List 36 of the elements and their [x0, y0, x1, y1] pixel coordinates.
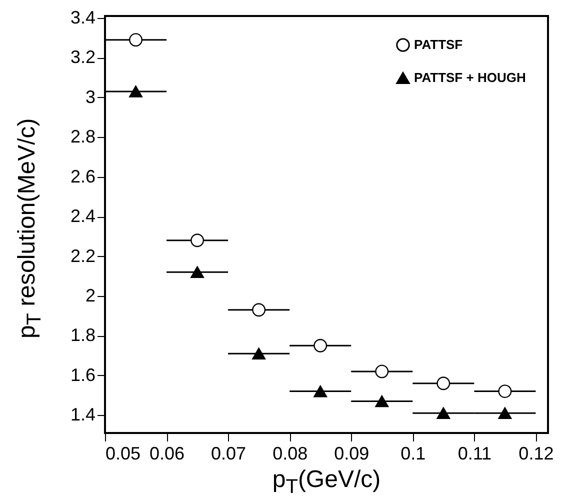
y-tick-label: 3.4	[70, 7, 96, 28]
point	[375, 364, 389, 378]
legend-label: PATTSF + HOUGH	[414, 70, 526, 85]
x-tick-label: 0.07	[211, 444, 246, 464]
point	[314, 385, 328, 398]
y-tick-label: 1.4	[70, 404, 96, 425]
point	[129, 33, 142, 47]
x-tick-label: 0.1	[400, 444, 426, 464]
y-tick-label: 2.6	[70, 166, 96, 186]
point	[190, 234, 204, 248]
point	[129, 86, 142, 98]
x-tick-label: 0.12	[518, 444, 554, 464]
x-axis-title: p$_{T}$(GeV/c)	[271, 466, 382, 499]
point	[436, 376, 450, 390]
x-tick-label: 0.09	[334, 444, 370, 464]
point	[498, 407, 512, 420]
point	[375, 395, 389, 408]
point	[190, 266, 204, 278]
y-tick-label: 1.8	[70, 325, 96, 346]
y-tick-label: 1.6	[70, 364, 96, 385]
y-tick-label: 2.8	[70, 126, 96, 147]
point	[436, 407, 450, 420]
point	[252, 348, 266, 360]
y-tick-label: 2.4	[70, 206, 96, 226]
y-tick-label: 2.2	[70, 246, 96, 266]
point	[252, 303, 266, 317]
x-tick-label: 0.06	[150, 444, 185, 464]
x-tick-label: 0.11	[458, 444, 492, 464]
x-tick-label: 0.05	[106, 444, 141, 464]
x-tick-label: 0.08	[272, 444, 308, 464]
y-tick-label: 3.2	[70, 47, 96, 68]
y-tick-label: 2	[85, 285, 96, 306]
point	[314, 338, 328, 352]
legend-label: PATTSF	[414, 37, 463, 52]
y-tick-label: 3	[85, 86, 96, 107]
point	[498, 384, 512, 398]
